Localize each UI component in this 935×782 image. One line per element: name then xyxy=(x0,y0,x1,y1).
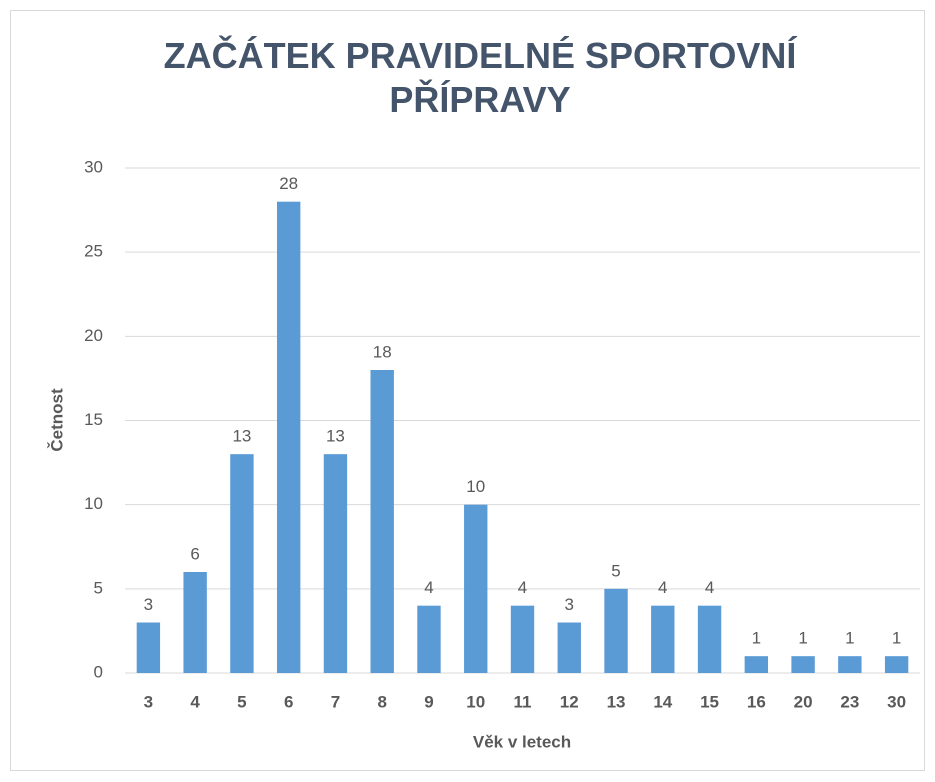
bar xyxy=(136,622,161,673)
data-label: 5 xyxy=(611,561,620,580)
x-tick-label: 4 xyxy=(190,692,200,711)
data-label: 18 xyxy=(373,342,392,361)
data-label: 4 xyxy=(424,578,433,597)
bar xyxy=(604,588,628,673)
x-tick-label: 9 xyxy=(424,692,433,711)
bar xyxy=(230,454,254,673)
data-label: 13 xyxy=(326,427,345,446)
bar xyxy=(370,370,394,673)
data-label: 1 xyxy=(892,629,901,648)
bar xyxy=(651,605,675,673)
x-tick-label: 6 xyxy=(284,692,293,711)
x-axis-label: Věk v letech xyxy=(473,732,571,751)
x-tick-label: 7 xyxy=(331,692,340,711)
x-tick-label: 11 xyxy=(514,692,532,711)
y-axis-label: Četnost xyxy=(47,388,66,452)
data-label: 1 xyxy=(752,629,761,648)
bar xyxy=(464,504,488,673)
x-tick-label: 3 xyxy=(144,692,153,711)
data-label: 4 xyxy=(705,578,714,597)
y-tick-label: 25 xyxy=(84,242,103,261)
data-label: 10 xyxy=(466,477,485,496)
x-tick-label: 16 xyxy=(747,692,766,711)
x-tick-label: 20 xyxy=(794,692,813,711)
y-tick-label: 30 xyxy=(84,157,103,176)
y-tick-label: 10 xyxy=(84,494,103,513)
bar xyxy=(697,605,722,673)
bar xyxy=(884,656,909,673)
data-label: 3 xyxy=(144,595,153,614)
x-tick-label: 30 xyxy=(887,692,906,711)
data-label: 3 xyxy=(565,595,574,614)
data-label: 4 xyxy=(658,578,667,597)
x-tick-label: 23 xyxy=(840,692,859,711)
bar xyxy=(791,656,815,673)
x-tick-label: 14 xyxy=(653,692,672,711)
bar xyxy=(183,572,207,673)
y-tick-label: 5 xyxy=(94,578,103,597)
data-label: 1 xyxy=(845,629,854,648)
y-tick-label: 20 xyxy=(84,326,103,345)
x-tick-label: 5 xyxy=(237,692,246,711)
data-label: 1 xyxy=(798,629,807,648)
x-tick-label: 15 xyxy=(700,692,719,711)
x-tick-label: 12 xyxy=(560,692,579,711)
bar xyxy=(744,656,769,673)
data-label: 4 xyxy=(518,578,527,597)
bar xyxy=(838,656,862,673)
x-tick-label: 8 xyxy=(377,692,386,711)
bar xyxy=(557,622,581,673)
chart-title: ZAČÁTEK PRAVIDELNÉ SPORTOVNÍ PŘÍPRAVY xyxy=(163,35,797,120)
y-tick-label: 15 xyxy=(84,410,103,429)
x-tick-label: 13 xyxy=(607,692,626,711)
y-tick-label: 0 xyxy=(94,662,103,681)
data-label: 13 xyxy=(232,427,251,446)
bar xyxy=(510,605,535,673)
x-tick-label: 10 xyxy=(466,692,485,711)
data-label: 28 xyxy=(279,174,298,193)
data-label: 6 xyxy=(190,544,199,563)
bar xyxy=(323,454,348,673)
bar xyxy=(417,605,441,673)
bar xyxy=(276,201,301,673)
